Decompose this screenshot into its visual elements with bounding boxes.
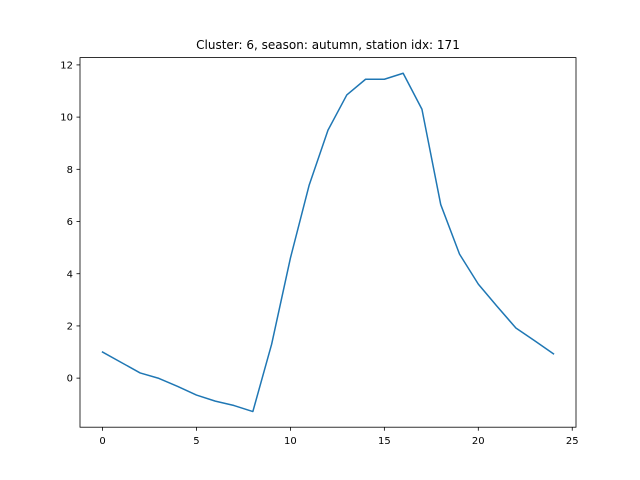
series-line-0 <box>101 72 555 413</box>
y-tick-label: 0 <box>67 374 73 385</box>
x-tick-label: 25 <box>566 436 579 447</box>
axes-frame <box>79 57 577 428</box>
x-tick-label: 15 <box>378 436 391 447</box>
x-tick-label: 0 <box>99 436 105 447</box>
x-tick-label: 20 <box>472 436 485 447</box>
axes: 0 5 10 15 20 25 0 2 4 6 8 10 12 <box>60 61 578 448</box>
y-tick-label: 4 <box>67 269 73 280</box>
y-tick-label: 12 <box>60 61 73 72</box>
plot-area <box>101 72 555 413</box>
y-tick-label: 6 <box>67 217 73 228</box>
y-tick-label: 8 <box>67 165 73 176</box>
x-tick-label: 5 <box>193 436 199 447</box>
chart-title: Cluster: 6, season: autumn, station idx:… <box>196 38 460 52</box>
x-tick-label: 10 <box>284 436 297 447</box>
y-tick-label: 10 <box>60 113 73 124</box>
y-tick-label: 2 <box>67 322 73 333</box>
